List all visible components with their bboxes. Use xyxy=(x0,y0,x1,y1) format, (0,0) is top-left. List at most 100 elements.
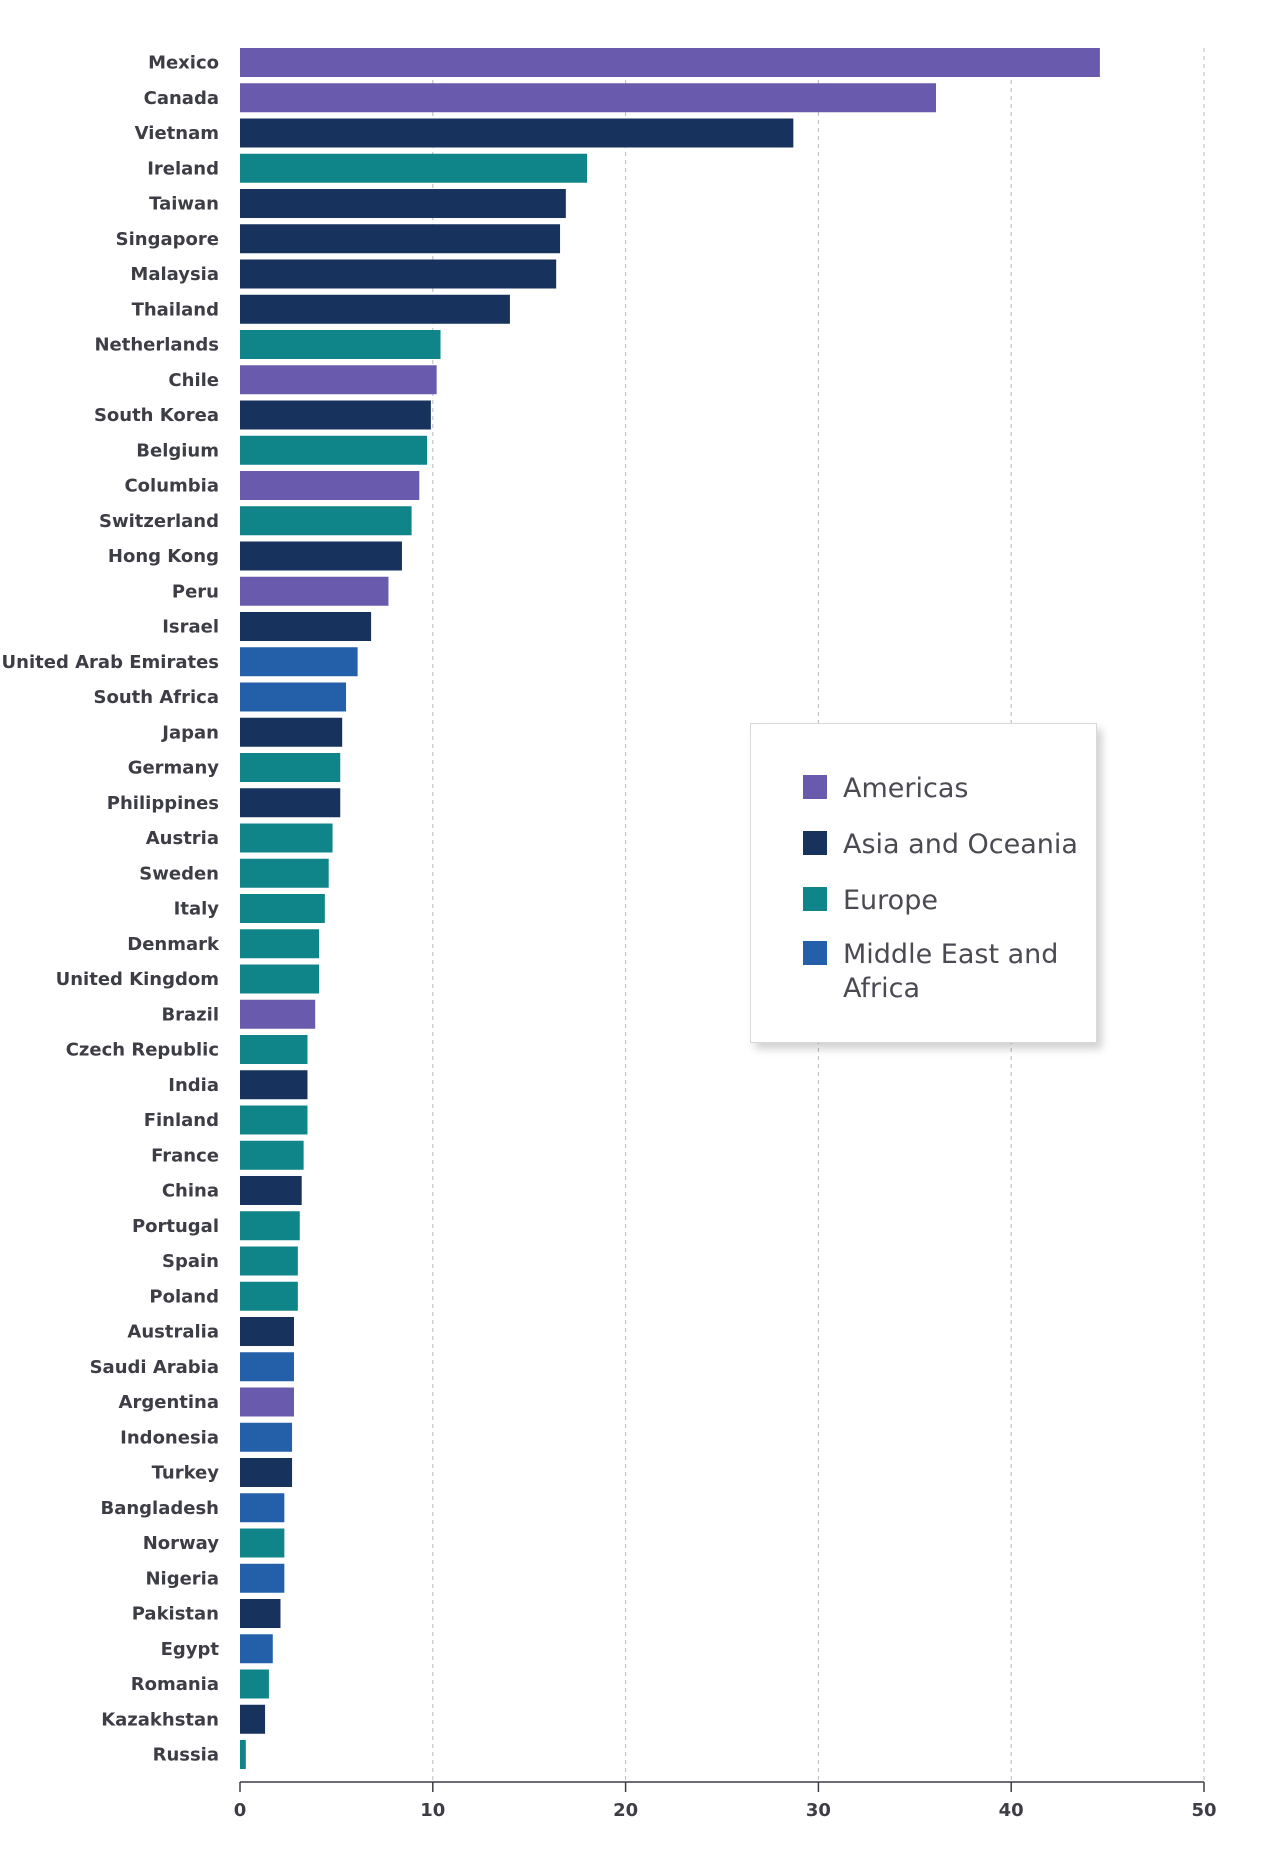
category-label: Thailand xyxy=(132,299,219,320)
category-label: Czech Republic xyxy=(66,1040,219,1061)
bar xyxy=(240,1634,273,1664)
category-label: United Kingdom xyxy=(56,969,219,990)
category-label: Switzerland xyxy=(99,511,219,532)
bar xyxy=(240,153,588,183)
bar xyxy=(240,999,316,1029)
bar xyxy=(240,224,561,254)
category-label: Portugal xyxy=(132,1216,219,1237)
category-label: Kazakhstan xyxy=(101,1709,219,1730)
bar xyxy=(240,929,320,959)
legend-swatch xyxy=(803,831,827,855)
bar xyxy=(240,1140,304,1170)
category-label: Canada xyxy=(144,88,219,109)
category-label: China xyxy=(162,1181,219,1202)
bar xyxy=(240,330,441,359)
legend-label: Americas xyxy=(843,773,969,804)
x-axis-ticks: 0 10 20 30 40 50 xyxy=(234,1782,1217,1821)
bar xyxy=(240,1528,285,1558)
category-label: Poland xyxy=(149,1286,219,1307)
bar xyxy=(240,964,320,994)
category-label: Egypt xyxy=(161,1639,220,1660)
bar xyxy=(240,506,412,536)
legend-item-europe: Europe xyxy=(803,884,1083,918)
legend-swatch xyxy=(803,887,827,911)
tick-label: 10 xyxy=(420,1800,445,1821)
bar xyxy=(240,400,431,430)
bar xyxy=(240,118,794,148)
legend-label: Europe xyxy=(843,885,938,916)
category-label: South Korea xyxy=(94,405,219,426)
category-label: Australia xyxy=(127,1322,219,1343)
bar xyxy=(240,753,341,782)
bar xyxy=(240,1422,293,1452)
category-label: Saudi Arabia xyxy=(90,1357,219,1378)
category-label: Norway xyxy=(143,1533,220,1554)
category-label: Italy xyxy=(174,899,220,920)
category-label: Philippines xyxy=(107,793,219,814)
category-label: Turkey xyxy=(152,1463,220,1484)
bar xyxy=(240,717,343,747)
category-label: Germany xyxy=(128,758,220,779)
bar xyxy=(240,1740,246,1769)
category-label: Hong Kong xyxy=(108,546,219,567)
bar xyxy=(240,83,937,113)
bar xyxy=(240,48,1100,77)
category-label: South Africa xyxy=(94,687,219,708)
legend-item-asia-oceania: Asia and Oceania xyxy=(803,828,1083,862)
bar xyxy=(240,1035,308,1064)
category-label: Vietnam xyxy=(135,123,219,144)
category-label: Nigeria xyxy=(145,1568,219,1589)
bar xyxy=(240,1070,308,1100)
category-label: Mexico xyxy=(148,53,219,74)
category-label: Netherlands xyxy=(94,335,219,356)
category-label: Russia xyxy=(153,1745,219,1766)
bar xyxy=(240,189,566,218)
category-label: Ireland xyxy=(147,158,219,179)
bar xyxy=(240,1387,294,1417)
bar xyxy=(240,365,437,395)
category-label: Peru xyxy=(172,581,219,602)
bar xyxy=(240,1317,294,1346)
category-label: Spain xyxy=(162,1251,219,1272)
bar xyxy=(240,1563,285,1593)
category-label: Israel xyxy=(162,617,219,638)
tick-label: 20 xyxy=(613,1800,638,1821)
bar xyxy=(240,823,333,853)
category-label: Romania xyxy=(131,1674,219,1695)
bar xyxy=(240,1669,269,1699)
bar xyxy=(240,894,325,923)
category-label: Finland xyxy=(144,1110,219,1131)
bar xyxy=(240,1493,285,1523)
bar xyxy=(240,1211,300,1241)
category-label: Sweden xyxy=(139,863,219,884)
category-labels: Mexico Canada Vietnam Ireland Taiwan Singapor… xyxy=(2,53,220,1766)
legend-swatch xyxy=(803,775,827,799)
legend-label: Middle East and Africa xyxy=(843,939,1059,1004)
category-label: Chile xyxy=(168,370,219,391)
legend-item-americas: Americas xyxy=(803,772,1083,806)
bar xyxy=(240,259,557,289)
tick-label: 30 xyxy=(806,1800,831,1821)
category-label: Pakistan xyxy=(132,1604,219,1625)
bar xyxy=(240,1246,298,1276)
bar xyxy=(240,858,329,888)
legend-swatch xyxy=(803,941,827,965)
bar xyxy=(240,612,372,641)
category-label: India xyxy=(168,1075,219,1096)
category-label: Brazil xyxy=(161,1004,219,1025)
category-label: Denmark xyxy=(127,934,220,955)
bar xyxy=(240,294,510,324)
tick-label: 50 xyxy=(1191,1800,1216,1821)
category-label: Taiwan xyxy=(149,194,219,215)
category-label: Singapore xyxy=(116,229,219,250)
tick-label: 40 xyxy=(999,1800,1024,1821)
bar xyxy=(240,1352,294,1382)
category-label: Japan xyxy=(160,722,219,743)
category-label: Malaysia xyxy=(130,264,219,285)
bar xyxy=(240,1176,302,1205)
category-label: Columbia xyxy=(124,476,219,497)
bar xyxy=(240,788,341,818)
bar xyxy=(240,576,389,606)
bar xyxy=(240,1458,293,1487)
